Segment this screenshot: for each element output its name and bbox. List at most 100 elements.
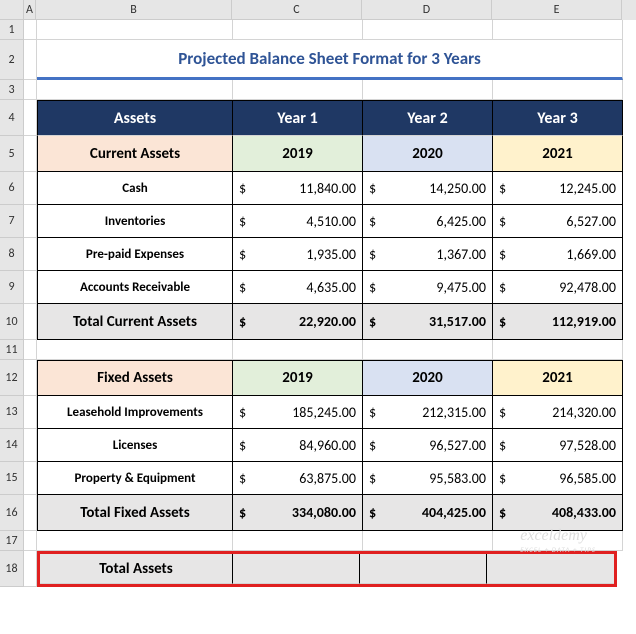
cell[interactable]	[24, 238, 37, 271]
cell[interactable]: $408,433.00	[493, 495, 623, 531]
row-header-17[interactable]: 17	[0, 531, 24, 551]
cell[interactable]	[37, 80, 233, 100]
col-header-c[interactable]: C	[232, 0, 362, 20]
cell[interactable]: Licenses	[37, 429, 233, 462]
row-header-5[interactable]: 5	[0, 136, 24, 172]
cell[interactable]	[24, 360, 37, 396]
cell[interactable]	[24, 20, 37, 40]
cell[interactable]	[233, 20, 363, 40]
row-header-13[interactable]: 13	[0, 396, 24, 429]
cell[interactable]: Fixed Assets	[37, 360, 233, 396]
cell[interactable]	[37, 20, 233, 40]
cell[interactable]	[24, 304, 37, 340]
cell[interactable]: $96,527.00	[363, 429, 493, 462]
cell[interactable]: $6,527.00	[493, 205, 623, 238]
cell[interactable]	[493, 531, 623, 551]
row-header-18[interactable]: 18	[0, 551, 24, 587]
cell[interactable]	[24, 495, 37, 531]
cell[interactable]: Total Assets	[40, 554, 233, 584]
cell[interactable]: $14,250.00	[363, 172, 493, 205]
cell[interactable]: $6,425.00	[363, 205, 493, 238]
cell[interactable]: 2019	[233, 136, 363, 172]
cell[interactable]: Year 2	[363, 100, 493, 136]
row-header-14[interactable]: 14	[0, 429, 24, 462]
cell[interactable]	[493, 340, 623, 360]
cell[interactable]	[363, 80, 493, 100]
cell[interactable]: $1,367.00	[363, 238, 493, 271]
cell[interactable]	[24, 172, 37, 205]
cell[interactable]: Inventories	[37, 205, 233, 238]
cell[interactable]: Pre-paid Expenses	[37, 238, 233, 271]
cell[interactable]: Leasehold Improvements	[37, 396, 233, 429]
cell[interactable]	[493, 20, 623, 40]
row-header-8[interactable]: 8	[0, 238, 24, 271]
cell[interactable]: $185,245.00	[233, 396, 363, 429]
cell[interactable]	[24, 136, 37, 172]
cell[interactable]: $96,585.00	[493, 462, 623, 495]
col-header-e[interactable]: E	[492, 0, 622, 20]
cell[interactable]: Assets	[37, 100, 233, 136]
cell[interactable]: $9,475.00	[363, 271, 493, 304]
cell[interactable]	[24, 429, 37, 462]
cell[interactable]	[360, 554, 487, 584]
cell[interactable]: $97,528.00	[493, 429, 623, 462]
cell[interactable]: Accounts Receivable	[37, 271, 233, 304]
cell[interactable]: $12,245.00	[493, 172, 623, 205]
cell[interactable]: $31,517.00	[363, 304, 493, 340]
cell[interactable]	[493, 80, 623, 100]
cell[interactable]	[363, 531, 493, 551]
cell[interactable]	[363, 20, 493, 40]
cell[interactable]: 2021	[493, 360, 623, 396]
cell[interactable]: $1,669.00	[493, 238, 623, 271]
cell[interactable]	[24, 531, 37, 551]
cell[interactable]: Total Fixed Assets	[37, 495, 233, 531]
cell[interactable]: $63,875.00	[233, 462, 363, 495]
cell[interactable]	[24, 551, 37, 587]
cell[interactable]	[363, 340, 493, 360]
row-header-7[interactable]: 7	[0, 205, 24, 238]
cell[interactable]: Property & Equipment	[37, 462, 233, 495]
cell[interactable]	[233, 80, 363, 100]
cell[interactable]	[24, 205, 37, 238]
cell[interactable]: 2020	[363, 136, 493, 172]
row-header-16[interactable]: 16	[0, 495, 24, 531]
row-header-12[interactable]: 12	[0, 360, 24, 396]
cell[interactable]: $334,080.00	[233, 495, 363, 531]
cell[interactable]: Cash	[37, 172, 233, 205]
cell[interactable]: Total Current Assets	[37, 304, 233, 340]
cell[interactable]: Year 1	[233, 100, 363, 136]
row-header-10[interactable]: 10	[0, 304, 24, 340]
col-header-a[interactable]: A	[24, 0, 36, 20]
cell[interactable]	[233, 554, 360, 584]
row-header-9[interactable]: 9	[0, 271, 24, 304]
cell[interactable]: $112,919.00	[493, 304, 623, 340]
cell[interactable]	[233, 531, 363, 551]
cell[interactable]: 2019	[233, 360, 363, 396]
row-header-15[interactable]: 15	[0, 462, 24, 495]
row-header-4[interactable]: 4	[0, 100, 24, 136]
row-header-11[interactable]: 11	[0, 340, 24, 360]
cell[interactable]: $11,840.00	[233, 172, 363, 205]
cell[interactable]: $84,960.00	[233, 429, 363, 462]
cell[interactable]: 2020	[363, 360, 493, 396]
cell[interactable]: Year 3	[493, 100, 623, 136]
cell[interactable]: $22,920.00	[233, 304, 363, 340]
cell[interactable]	[24, 40, 37, 80]
cell[interactable]	[24, 396, 37, 429]
cell[interactable]: $92,478.00	[493, 271, 623, 304]
row-header-6[interactable]: 6	[0, 172, 24, 205]
select-all-corner[interactable]	[0, 0, 24, 20]
cell[interactable]: $95,583.00	[363, 462, 493, 495]
cell[interactable]	[24, 271, 37, 304]
col-header-b[interactable]: B	[36, 0, 232, 20]
cell[interactable]	[37, 531, 233, 551]
cell[interactable]	[233, 340, 363, 360]
cell[interactable]	[24, 462, 37, 495]
cell[interactable]: $4,510.00	[233, 205, 363, 238]
row-header-1[interactable]: 1	[0, 20, 24, 40]
cell[interactable]	[487, 554, 614, 584]
col-header-d[interactable]: D	[362, 0, 492, 20]
cell[interactable]: $212,315.00	[363, 396, 493, 429]
page-title[interactable]: Projected Balance Sheet Format for 3 Yea…	[37, 40, 623, 80]
cell[interactable]: $1,935.00	[233, 238, 363, 271]
